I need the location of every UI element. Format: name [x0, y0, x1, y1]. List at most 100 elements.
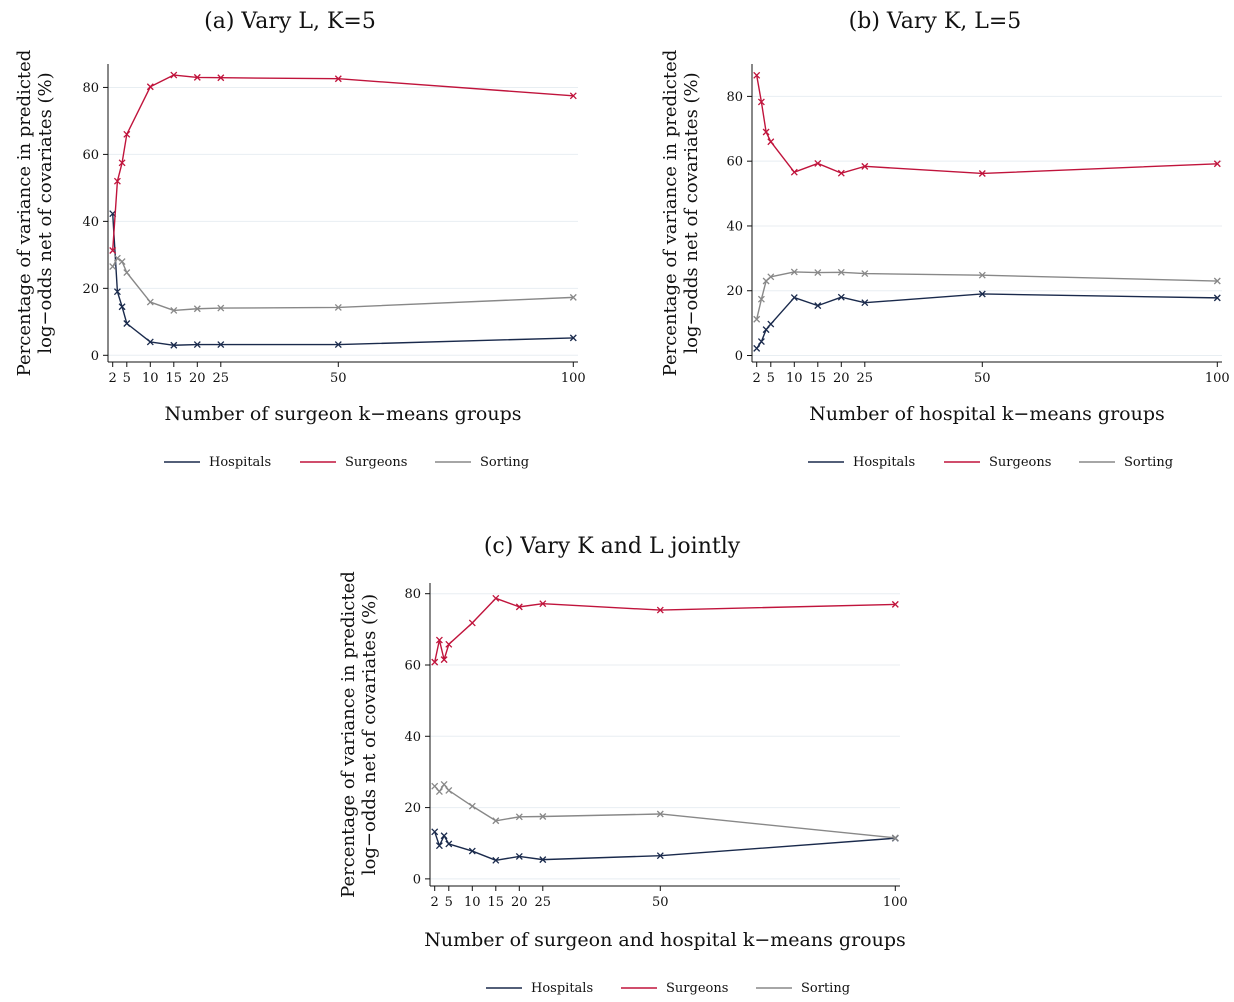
series-line — [756, 75, 1218, 175]
data-point — [656, 810, 664, 818]
x-tick-label: 50 — [652, 895, 669, 910]
legend-label: Surgeons — [989, 455, 1051, 470]
data-point — [767, 320, 775, 328]
panel-title: (c) Vary K and L jointly — [484, 534, 741, 559]
data-point — [217, 304, 225, 312]
y-tick-label: 80 — [726, 90, 743, 105]
y-tick-label: 40 — [726, 219, 743, 234]
data-point — [656, 852, 664, 860]
series-sorting — [753, 268, 1221, 323]
legend-label: Sorting — [480, 455, 529, 470]
data-point — [539, 813, 547, 820]
series-surgeons — [431, 594, 899, 666]
y-axis-label: Percentage of variance in predicted — [14, 50, 35, 377]
data-point — [468, 802, 476, 810]
x-tick-label: 100 — [561, 371, 586, 386]
data-point — [1213, 277, 1221, 285]
series-hospitals — [109, 210, 577, 349]
data-point — [334, 303, 342, 311]
data-point — [814, 302, 822, 310]
x-tick-label: 5 — [767, 371, 775, 386]
x-tick-label: 2 — [753, 371, 761, 386]
data-point — [753, 315, 761, 323]
data-point — [445, 787, 453, 794]
data-point — [113, 254, 121, 262]
y-axis-label: log−odds net of covariates (%) — [35, 72, 56, 353]
y-tick-label: 20 — [404, 801, 421, 816]
data-point — [193, 305, 201, 313]
data-point — [767, 138, 775, 146]
data-point — [146, 338, 154, 346]
legend-label: Hospitals — [209, 455, 271, 470]
panel-3: (c) Vary K and L jointly 0 20 40 60 80 2 5 10 15 2… — [338, 534, 908, 996]
data-point — [515, 603, 523, 611]
data-point — [468, 619, 476, 627]
data-point — [539, 856, 547, 864]
data-point — [118, 159, 126, 167]
data-point — [757, 295, 765, 303]
data-point — [193, 341, 201, 349]
data-point — [814, 159, 822, 167]
x-tick-label: 10 — [464, 895, 481, 910]
panel-2: (b) Vary K, L=5 0 20 40 60 80 2 5 10 15 20 25 50 100 N… — [660, 9, 1230, 470]
x-tick-label: 15 — [166, 371, 183, 386]
y-tick-label: 40 — [82, 215, 99, 230]
legend-label: Sorting — [1124, 455, 1173, 470]
y-tick-label: 80 — [404, 587, 421, 602]
y-axis-label: log−odds net of covariates (%) — [681, 72, 702, 353]
data-point — [146, 83, 154, 91]
data-point — [146, 298, 154, 306]
data-point — [762, 128, 770, 136]
data-point — [109, 247, 117, 254]
data-point — [113, 288, 121, 296]
y-tick-label: 0 — [91, 349, 99, 364]
x-tick-label: 2 — [431, 895, 439, 910]
legend-label: Hospitals — [853, 455, 915, 470]
data-point — [762, 326, 770, 334]
x-tick-label: 5 — [123, 371, 131, 386]
legend-label: Sorting — [801, 981, 850, 996]
y-tick-label: 20 — [726, 284, 743, 299]
data-point — [656, 606, 664, 614]
x-tick-label: 25 — [213, 371, 230, 386]
y-tick-label: 0 — [735, 349, 743, 364]
legend: Hospitals Surgeons Sorting — [808, 455, 1173, 470]
data-point — [492, 594, 500, 602]
data-point — [431, 828, 439, 836]
data-point — [440, 656, 448, 664]
data-point — [1213, 294, 1221, 302]
data-point — [569, 92, 577, 100]
y-axis-label: log−odds net of covariates (%) — [359, 594, 380, 875]
data-point — [123, 130, 131, 138]
data-point — [837, 169, 845, 177]
x-tick-label: 2 — [109, 371, 117, 386]
y-tick-label: 60 — [82, 148, 99, 163]
x-axis-label: Number of hospital k−means groups — [809, 403, 1165, 425]
panel-1: (a) Vary L, K=5 0 20 40 60 80 2 5 10 15 20 25 50 100 N… — [14, 9, 586, 470]
data-point — [118, 258, 126, 266]
series-surgeons — [109, 71, 577, 254]
data-point — [435, 842, 443, 850]
data-point — [440, 780, 448, 788]
data-point — [109, 263, 117, 271]
data-point — [1213, 160, 1221, 168]
legend-label: Surgeons — [666, 981, 728, 996]
y-axis-label: Percentage of variance in predicted — [660, 50, 681, 377]
x-tick-label: 15 — [488, 895, 505, 910]
data-point — [790, 268, 798, 276]
x-axis-label: Number of surgeon k−means groups — [165, 403, 522, 425]
data-point — [113, 177, 121, 185]
x-tick-label: 100 — [1205, 371, 1230, 386]
data-point — [757, 338, 765, 346]
data-point — [170, 306, 178, 314]
data-point — [814, 269, 822, 277]
data-point — [861, 162, 869, 170]
series-line — [112, 74, 574, 251]
data-point — [123, 269, 131, 277]
data-point — [790, 294, 798, 302]
y-axis-label: Percentage of variance in predicted — [338, 571, 359, 898]
data-point — [861, 270, 869, 278]
data-point — [193, 73, 201, 81]
data-point — [891, 600, 899, 608]
